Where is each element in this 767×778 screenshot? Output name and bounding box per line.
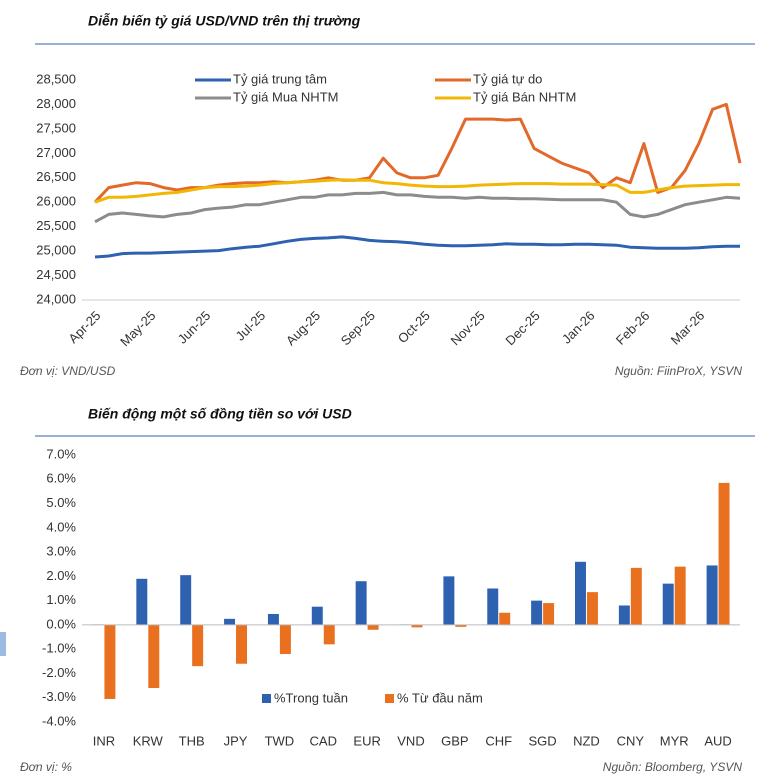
y-tick-label: -4.0% [42, 713, 76, 728]
bar [136, 578, 148, 625]
x-tick-label: VND [397, 733, 424, 748]
legend-label: Tỷ giá Mua NHTM [233, 89, 338, 104]
x-tick-label: NZD [573, 733, 600, 748]
bar [192, 624, 204, 667]
legend-label: % Từ đầu năm [397, 690, 483, 705]
legend-label: Tỷ giá trung tâm [233, 71, 327, 86]
y-tick-label: -1.0% [42, 641, 76, 656]
source-note: Nguồn: FiinProX, YSVN [615, 364, 743, 378]
x-tick-label: MYR [660, 733, 689, 748]
bar [267, 613, 279, 625]
bar [543, 603, 555, 625]
source-note: Nguồn: Bloomberg, YSVN [603, 760, 743, 774]
bar [531, 600, 543, 625]
y-tick-label: 27,500 [36, 120, 76, 135]
bar [674, 566, 686, 625]
chart-title: Diễn biến tỷ giá USD/VND trên thị trường [88, 13, 361, 29]
bar [367, 624, 379, 630]
bar [718, 482, 730, 625]
x-tick-label: AUD [704, 733, 731, 748]
bar [630, 567, 642, 625]
x-tick-label: KRW [133, 733, 164, 748]
bar [662, 583, 674, 625]
bar [575, 561, 586, 625]
x-tick-label: SGD [529, 733, 557, 748]
y-tick-label: 28,500 [36, 71, 76, 86]
x-tick-label: GBP [441, 733, 468, 748]
side-tab [0, 632, 6, 656]
line-series [94, 178, 740, 204]
y-tick-label: 5.0% [46, 495, 76, 510]
y-tick-label: 6.0% [46, 471, 76, 486]
unit-note: Đơn vị: % [20, 760, 72, 774]
bar [455, 624, 467, 627]
bar [236, 624, 247, 664]
legend-swatch [262, 694, 271, 703]
bar [224, 618, 236, 625]
chart-title: Biến động một số đồng tiền so với USD [88, 406, 352, 422]
bar [618, 605, 630, 625]
bar [487, 588, 499, 625]
y-tick-label: 0.0% [46, 616, 76, 631]
unit-note: Đơn vị: VND/USD [20, 364, 116, 378]
y-tick-label: 25,000 [36, 243, 76, 258]
line-series [94, 190, 741, 224]
line-series [94, 235, 740, 259]
bar [279, 624, 291, 655]
legend-label: %Trong tuần [274, 690, 348, 705]
y-tick-label: 3.0% [46, 544, 76, 559]
bar [148, 624, 160, 689]
legend-label: Tỷ giá tự do [473, 71, 542, 86]
bar [499, 612, 511, 625]
x-tick-label: JPY [224, 733, 248, 748]
y-tick-label: 4.0% [46, 519, 76, 534]
y-tick-label: 25,500 [36, 218, 76, 233]
y-tick-label: 27,000 [36, 145, 76, 160]
y-tick-label: 24,500 [36, 267, 76, 282]
bar [311, 606, 323, 625]
bar [411, 624, 423, 628]
y-tick-label: 1.0% [46, 592, 76, 607]
bar [443, 576, 455, 625]
y-tick-label: 2.0% [46, 568, 76, 583]
bar [586, 592, 598, 625]
y-tick-label: -3.0% [42, 689, 76, 704]
x-tick-label: THB [179, 733, 205, 748]
y-tick-label: 26,000 [36, 194, 76, 209]
legend-label: Tỷ giá Bán NHTM [473, 89, 576, 104]
bar [706, 565, 718, 625]
bar [323, 624, 335, 645]
y-tick-label: 7.0% [46, 446, 76, 461]
x-tick-label: INR [93, 733, 115, 748]
bar [104, 624, 116, 699]
x-tick-label: CHF [485, 733, 512, 748]
y-tick-label: 26,500 [36, 169, 76, 184]
bar [180, 575, 192, 625]
y-tick-label: 24,000 [36, 291, 76, 306]
legend-swatch [385, 694, 394, 703]
y-tick-label: -2.0% [42, 665, 76, 680]
x-tick-label: TWD [265, 733, 295, 748]
y-tick-label: 28,000 [36, 96, 76, 111]
x-tick-label: CNY [617, 733, 645, 748]
bar [355, 581, 367, 625]
x-tick-label: EUR [353, 733, 380, 748]
x-tick-label: CAD [310, 733, 337, 748]
